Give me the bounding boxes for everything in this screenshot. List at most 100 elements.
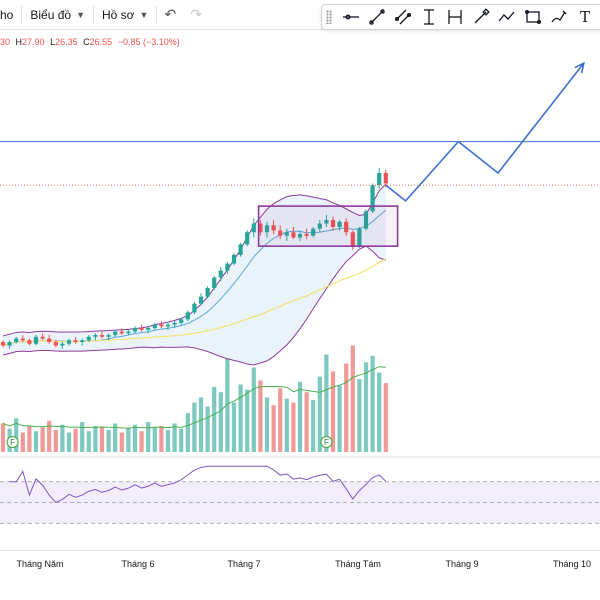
- chart-menu-button[interactable]: Biểu đồ ▼: [22, 0, 93, 30]
- candle-body: [344, 221, 349, 233]
- candle-body: [106, 335, 111, 337]
- candle-body: [113, 331, 118, 336]
- candle-body: [377, 172, 382, 186]
- time-axis[interactable]: Tháng Năm Tháng 6 Tháng 7 Tháng Tám Tháng 9 T…: [0, 550, 600, 600]
- time-axis-label: Tháng 7: [227, 559, 261, 569]
- volume-bar: [198, 397, 204, 452]
- candle-body: [304, 233, 309, 236]
- volume-bar: [185, 413, 190, 452]
- projection-path: [385, 62, 585, 202]
- time-axis-label: Tháng 6: [121, 559, 155, 569]
- volume-bar: [291, 402, 296, 452]
- close-value: 26.55: [89, 37, 113, 47]
- candle-body: [251, 223, 256, 233]
- volume-bar: [106, 429, 111, 452]
- candle-body: [337, 221, 342, 227]
- candle-body: [357, 228, 362, 247]
- volume-bar: [304, 392, 309, 452]
- candle-body: [14, 338, 19, 343]
- candle-body: [47, 338, 52, 343]
- parallel-channel-button[interactable]: [390, 6, 416, 28]
- change-value: −0.85: [117, 37, 141, 47]
- volume-bar: [330, 371, 336, 452]
- candle-body: [330, 220, 336, 227]
- rsi-panel: [0, 456, 600, 524]
- volume-bar: [357, 379, 362, 452]
- volume-ma-line: [2, 366, 386, 429]
- candle-body: [363, 211, 369, 229]
- brush-button[interactable]: [468, 6, 494, 28]
- parallel-channel-icon: [394, 9, 412, 25]
- change-percent: (−3.10%): [142, 37, 180, 47]
- dividend-marker-icon: [6, 435, 19, 449]
- volume-bar: [212, 387, 217, 452]
- volume-bar: [284, 398, 289, 452]
- cut-menu-label[interactable]: ho: [0, 7, 14, 22]
- candle-body: [20, 338, 25, 341]
- drag-handle-icon[interactable]: [326, 10, 332, 24]
- volume-bar: [258, 380, 263, 452]
- chart-menu-label: Biểu đồ: [30, 7, 72, 22]
- trend-line-button[interactable]: [364, 6, 390, 28]
- dividend-marker-icon: [320, 435, 333, 449]
- rsi-band: [0, 481, 600, 524]
- candle-body: [172, 322, 177, 325]
- drawing-toolbar: T: [321, 4, 600, 30]
- candle-body: [205, 288, 210, 297]
- fib-retracement-icon: [448, 10, 462, 24]
- volume-bar: [370, 355, 375, 452]
- low-value: 26.35: [55, 37, 78, 47]
- candle-body: [7, 342, 12, 346]
- profile-menu-button[interactable]: Hồ sơ ▼: [94, 0, 156, 30]
- chevron-down-icon: ▼: [76, 9, 85, 20]
- volume-bar: [245, 389, 250, 452]
- rectangle-button[interactable]: [520, 6, 546, 28]
- candle-body: [60, 343, 65, 346]
- pencil-button[interactable]: [546, 6, 572, 28]
- volume-bar: [80, 422, 85, 452]
- ma-slow-line: [2, 258, 387, 347]
- volume-bar: [47, 420, 52, 452]
- long-position-button[interactable]: [416, 6, 442, 28]
- ohlc-legend: 30 H27.90 L26.35 C26.55 −0.85 (−3.10%): [0, 37, 180, 47]
- volume-bar: [53, 429, 58, 452]
- volume-bar: [126, 428, 131, 452]
- candle-body: [278, 230, 283, 236]
- candle-body: [311, 228, 316, 236]
- candle-body: [350, 232, 355, 247]
- candle-body: [324, 220, 329, 224]
- candle-body: [93, 335, 98, 337]
- volume-bar: [40, 427, 45, 452]
- volume-bar: [218, 392, 223, 452]
- volume-bar: [0, 423, 6, 452]
- candle-body: [370, 185, 375, 212]
- text-tool-button[interactable]: T: [572, 6, 598, 28]
- horizontal-ray-button[interactable]: [338, 6, 364, 28]
- candle-body: [238, 244, 243, 255]
- volume-bar: [33, 431, 39, 452]
- candle-body: [99, 335, 105, 337]
- volume-bar: [159, 426, 164, 452]
- candle-body: [132, 328, 138, 332]
- redo-icon[interactable]: ↷: [190, 6, 202, 22]
- candle-body: [179, 319, 184, 323]
- path-button[interactable]: [494, 6, 520, 28]
- volume-bar: [363, 362, 369, 452]
- candle-body: [245, 232, 250, 245]
- candle-body: [284, 232, 289, 236]
- fib-retracement-button[interactable]: [442, 6, 468, 28]
- horizontal-ray-icon: [343, 14, 359, 20]
- undo-icon[interactable]: ↶: [164, 6, 177, 22]
- candle-body: [80, 340, 85, 343]
- candle-body: [53, 342, 58, 346]
- candle-body: [231, 254, 237, 264]
- volume-bar: [146, 422, 151, 452]
- candle-body: [317, 223, 322, 229]
- volume-bar: [172, 423, 177, 452]
- close-label: C: [83, 37, 90, 47]
- candle-body: [225, 263, 230, 271]
- candle-body: [264, 225, 270, 233]
- toolbar-divider: [92, 5, 94, 24]
- candle-body: [66, 340, 72, 344]
